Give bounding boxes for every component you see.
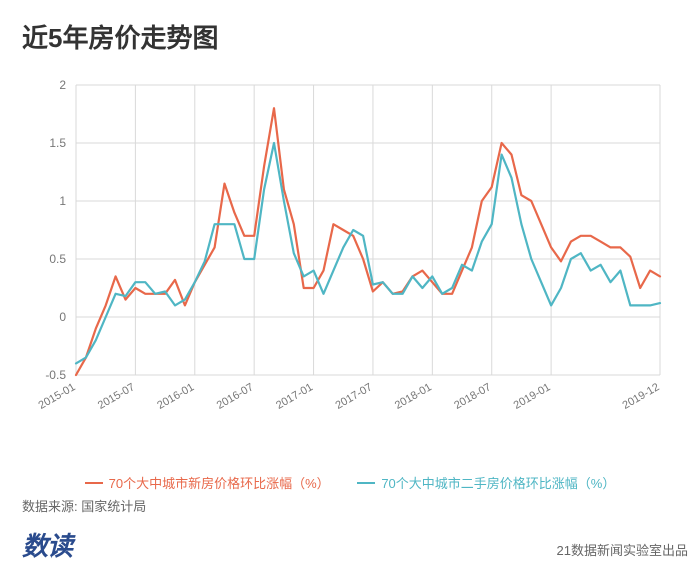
chart-svg: -0.5 0 0.5 1 1.5 2 2015-01 2015-07 2016-01 2016-0…: [30, 75, 680, 435]
x-tick-label: 2016-07: [215, 381, 256, 412]
svg-text:2: 2: [59, 78, 66, 92]
legend: 70个大中城市新房价格环比涨幅（%） 70个大中城市二手房价格环比涨幅（%）: [0, 472, 700, 492]
credit-text: 21数据新闻实验室出品: [557, 540, 688, 559]
logo: 数读: [22, 526, 72, 563]
line-chart: -0.5 0 0.5 1 1.5 2 2015-01 2015-07 2016-01 2016-0…: [30, 75, 680, 435]
x-tick-label: 2019-01: [512, 381, 553, 412]
svg-text:0.5: 0.5: [49, 252, 66, 266]
x-tick-label: 2017-07: [333, 381, 374, 412]
legend-item-new: 70个大中城市新房价格环比涨幅（%）: [85, 473, 330, 492]
svg-text:-0.5: -0.5: [45, 368, 66, 382]
legend-swatch-new: [85, 482, 103, 485]
x-tick-label: 2015-07: [96, 381, 137, 412]
svg-text:0: 0: [59, 310, 66, 324]
svg-text:1.5: 1.5: [49, 136, 66, 150]
x-tick-label: 2018-01: [393, 381, 434, 412]
page-title: 近5年房价走势图: [0, 0, 700, 55]
x-tick-label: 2015-01: [37, 381, 78, 412]
legend-item-second-hand: 70个大中城市二手房价格环比涨幅（%）: [357, 473, 615, 492]
x-tick-label: 2018-07: [452, 381, 493, 412]
x-tick-label: 2017-01: [274, 381, 315, 412]
series-line-second_hand: [76, 143, 660, 363]
legend-swatch-second-hand: [357, 482, 375, 485]
legend-label-second-hand: 70个大中城市二手房价格环比涨幅（%）: [381, 473, 615, 492]
x-tick-label: 2016-01: [155, 381, 196, 412]
legend-label-new: 70个大中城市新房价格环比涨幅（%）: [109, 473, 330, 492]
series-line-new: [76, 108, 660, 375]
x-tick-label: 2019-12: [621, 381, 662, 412]
source-text: 数据来源: 国家统计局: [22, 496, 146, 515]
svg-text:1: 1: [59, 194, 66, 208]
